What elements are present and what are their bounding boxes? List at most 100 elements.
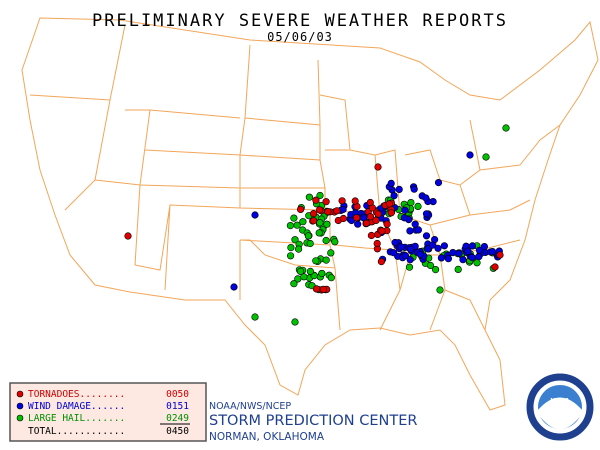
report-dot	[397, 243, 405, 251]
credit-center: STORM PREDICTION CENTER	[209, 413, 417, 429]
legend-count: 0249	[166, 413, 189, 424]
report-dot	[391, 238, 399, 247]
report-dot	[401, 252, 410, 260]
report-dot	[383, 220, 391, 228]
logo-text: NOAA	[550, 397, 569, 406]
legend-label: WIND DAMAGE......	[28, 401, 125, 412]
report-dot	[322, 236, 330, 245]
report-dot	[434, 244, 442, 252]
report-dot	[424, 245, 432, 253]
report-dot	[287, 252, 295, 260]
report-dot	[482, 153, 490, 161]
report-dot	[437, 254, 446, 262]
report-dot	[295, 245, 303, 253]
credit-agency: NOAA/NWS/NCEP	[209, 401, 291, 412]
report-dot	[496, 251, 504, 259]
report-dot	[304, 232, 313, 240]
report-dot	[310, 217, 318, 225]
report-dot	[466, 151, 474, 159]
report-dot	[338, 197, 346, 205]
report-dot	[374, 210, 382, 218]
report-dot	[432, 266, 440, 274]
report-dot	[414, 226, 423, 234]
report-dot	[377, 258, 386, 266]
report-dot	[407, 245, 415, 253]
report-dot	[387, 179, 395, 187]
report-dot	[327, 249, 335, 257]
report-dot	[312, 196, 320, 204]
report-dot	[488, 248, 497, 256]
report-dot	[310, 210, 318, 218]
report-dot	[124, 232, 132, 240]
report-dot	[372, 216, 380, 224]
report-dot	[436, 286, 444, 294]
report-dot	[323, 220, 331, 228]
report-dot	[422, 194, 430, 202]
legend-swatch	[16, 390, 24, 398]
report-dot	[444, 255, 453, 263]
report-dot	[297, 205, 305, 213]
report-dot	[401, 206, 409, 214]
legend-swatch	[16, 414, 24, 422]
noaa-logo: NOAA	[526, 373, 594, 441]
report-dot	[374, 163, 382, 171]
legend-count: 0050	[166, 389, 189, 400]
report-dot	[319, 285, 328, 294]
legend-label: TORNADOES........	[28, 389, 125, 400]
report-dot	[387, 209, 395, 217]
report-dot	[400, 214, 409, 222]
report-dot	[373, 239, 381, 248]
report-dot	[339, 214, 348, 223]
report-dot	[390, 192, 398, 200]
report-dot	[322, 198, 330, 206]
report-dot	[333, 207, 341, 215]
report-dot	[291, 318, 299, 326]
report-dot	[331, 238, 339, 246]
report-dot	[454, 265, 462, 274]
report-dot	[324, 208, 332, 216]
legend-box	[9, 382, 207, 442]
report-dot	[426, 261, 435, 270]
report-dot	[299, 218, 307, 226]
report-dot	[459, 256, 467, 264]
report-dot	[230, 283, 238, 291]
report-dot	[502, 124, 510, 132]
report-dot	[366, 213, 375, 221]
report-dot	[440, 242, 449, 250]
report-dot	[468, 242, 477, 250]
report-dot	[293, 221, 301, 229]
report-dot	[366, 198, 374, 207]
report-dot	[410, 185, 418, 193]
report-dot	[251, 313, 259, 321]
report-dot	[411, 220, 419, 228]
report-dot	[414, 202, 422, 210]
report-dot	[316, 191, 324, 200]
report-dot	[354, 220, 362, 228]
report-dot	[389, 249, 398, 257]
report-dot	[491, 263, 499, 271]
report-dot	[251, 211, 259, 219]
report-dot	[351, 197, 359, 205]
report-dot	[305, 193, 314, 201]
report-dot	[322, 256, 330, 264]
report-dot	[300, 273, 308, 281]
report-dot	[406, 256, 414, 264]
report-dot	[312, 257, 320, 265]
report-dot	[362, 219, 371, 227]
report-dot	[422, 232, 431, 240]
report-dot	[416, 250, 424, 258]
report-dot	[318, 269, 326, 278]
report-dot	[306, 267, 315, 276]
map-title: PRELIMINARY SEVERE WEATHER REPORTS	[92, 11, 508, 31]
legend-label: LARGE HAIL.......	[28, 413, 125, 424]
report-dot	[422, 210, 431, 218]
report-dot	[406, 227, 414, 235]
report-dot	[455, 249, 463, 258]
report-dot	[290, 214, 298, 222]
report-dot	[395, 185, 403, 193]
report-dot	[290, 280, 298, 288]
report-dot	[468, 253, 476, 262]
report-dot	[286, 222, 295, 230]
report-dots	[124, 124, 510, 326]
